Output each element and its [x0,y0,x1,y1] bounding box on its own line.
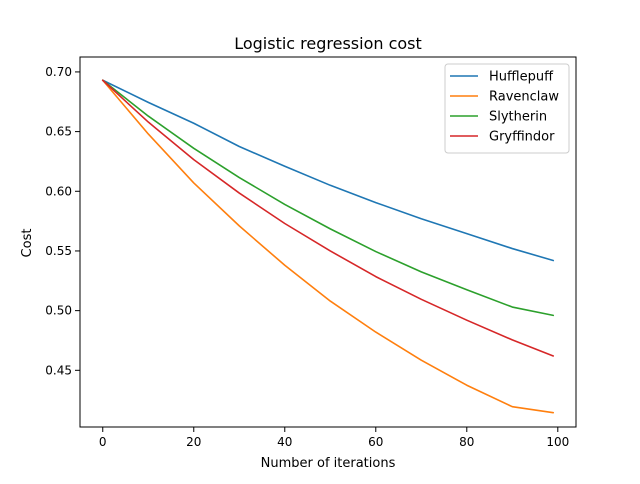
x-tick-label: 60 [368,435,383,449]
series-line-hufflepuff [101,79,555,262]
x-tick-label: 20 [186,435,201,449]
y-tick-label: 0.60 [45,184,72,198]
legend-label-slytherin: Slytherin [489,110,547,125]
y-axis-label: Cost [20,229,35,258]
y-tick-label: 0.70 [45,65,72,79]
legend-label-gryffindor: Gryffindor [489,130,555,145]
x-tick-label: 0 [99,435,107,449]
legend-label-ravenclaw: Ravenclaw [489,90,559,105]
legend-box [444,63,570,154]
series-line-ravenclaw [101,79,555,414]
x-axis-label: Number of iterations [261,456,396,471]
y-tick-label: 0.55 [45,244,72,258]
axis-ticks: 0 20 40 60 80 100 0.45 0.50 0.55 0.60 0.65 0.70 [45,65,569,449]
x-tick-label: 80 [459,435,474,449]
series-lines [101,79,555,414]
plot-frame [79,56,577,428]
chart-title: Logistic regression cost [234,34,422,53]
legend-label-hufflepuff: Hufflepuff [489,70,554,85]
y-tick-label: 0.45 [45,363,72,377]
x-tick-label: 40 [277,435,292,449]
series-line-slytherin [101,79,555,317]
y-tick-label: 0.50 [45,304,72,318]
x-tick-label: 100 [546,435,569,449]
legend: Hufflepuff Ravenclaw Slytherin Gryffindor [444,63,570,154]
series-line-gryffindor [101,79,555,357]
y-tick-label: 0.65 [45,125,72,139]
